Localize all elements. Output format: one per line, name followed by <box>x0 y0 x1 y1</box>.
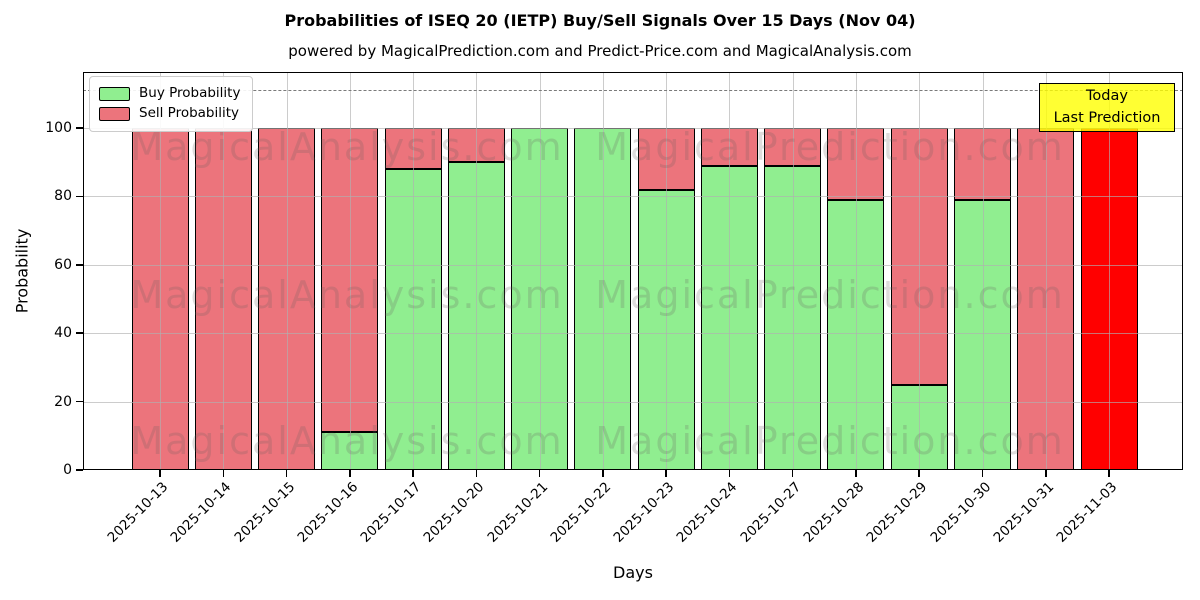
gridline-vertical <box>476 72 478 470</box>
y-tick-label: 100 <box>45 120 72 137</box>
x-tick-mark <box>1045 470 1047 477</box>
today-annotation: Today Last Prediction <box>1039 83 1175 132</box>
x-tick-mark <box>728 470 731 477</box>
gridline-vertical <box>1045 72 1047 470</box>
chart-subtitle: powered by MagicalPrediction.com and Pre… <box>288 42 912 60</box>
y-tick-mark <box>76 127 83 129</box>
y-tick-label: 0 <box>63 462 72 478</box>
gridline-vertical <box>539 72 541 470</box>
gridline-vertical <box>729 72 731 470</box>
x-tick-mark <box>791 470 794 477</box>
x-axis-label: Days <box>613 563 653 582</box>
x-tick-mark <box>918 470 920 477</box>
y-tick-mark <box>76 469 83 471</box>
gridline-vertical <box>286 72 288 470</box>
today-annotation-line2: Last Prediction <box>1053 109 1161 126</box>
x-tick-mark <box>602 470 604 477</box>
y-tick-mark <box>76 332 83 334</box>
dashed-threshold-line <box>83 90 1183 92</box>
y-tick-mark <box>76 400 83 403</box>
today-annotation-line1: Today <box>1086 88 1128 105</box>
legend: Buy Probability Sell Probability <box>89 76 254 132</box>
legend-label-sell: Sell Probability <box>139 105 240 122</box>
gridline-horizontal <box>83 128 1183 130</box>
y-tick-label: 60 <box>54 256 72 273</box>
legend-label-buy: Buy Probability <box>139 85 241 102</box>
x-tick-mark <box>475 470 478 477</box>
x-tick-mark <box>981 470 984 477</box>
legend-item-buy: Buy Probability <box>99 84 240 104</box>
gridline-horizontal <box>83 264 1183 266</box>
gridline-vertical <box>792 72 794 470</box>
gridline-horizontal <box>83 196 1183 198</box>
chart-title: Probabilities of ISEQ 20 (IETP) Buy/Sell… <box>284 11 916 30</box>
gridline-vertical <box>602 72 604 470</box>
gridline-vertical <box>666 72 668 470</box>
sell-swatch <box>99 107 130 121</box>
y-tick-label: 80 <box>54 188 72 205</box>
buy-swatch <box>99 87 130 101</box>
x-tick-mark <box>159 470 161 477</box>
x-tick-mark <box>349 470 351 477</box>
y-tick-label: 40 <box>54 325 72 342</box>
gridline-vertical <box>982 72 984 470</box>
gridline-horizontal <box>83 401 1183 403</box>
gridline-vertical <box>1109 72 1111 470</box>
gridline-vertical <box>223 72 225 470</box>
gridline-vertical <box>349 72 351 470</box>
y-axis-label: Probability <box>12 228 32 314</box>
x-tick-mark <box>855 470 857 477</box>
gridline-horizontal <box>83 333 1183 335</box>
legend-item-sell: Sell Probability <box>99 104 240 124</box>
gridline-vertical <box>855 72 857 470</box>
x-tick-mark <box>412 470 414 477</box>
x-tick-mark <box>665 470 667 477</box>
x-tick-mark <box>1108 470 1110 477</box>
gridline-vertical <box>160 72 161 470</box>
gridline-vertical <box>919 72 921 470</box>
x-tick-mark <box>222 470 225 477</box>
y-tick-label: 20 <box>54 393 72 410</box>
x-tick-mark <box>285 470 288 477</box>
gridline-vertical <box>413 72 415 470</box>
y-tick-mark <box>76 264 83 266</box>
y-tick-mark <box>76 195 83 198</box>
x-tick-mark <box>538 470 541 477</box>
